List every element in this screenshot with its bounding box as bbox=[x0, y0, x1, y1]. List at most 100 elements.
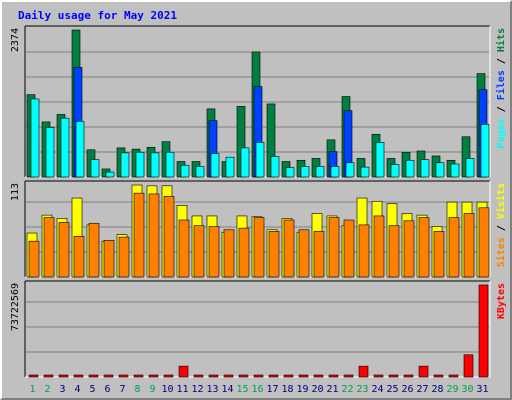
bar-pages-day-8 bbox=[135, 151, 145, 178]
bar-kbytes-day-15 bbox=[238, 374, 249, 378]
bar-kbytes-day-18 bbox=[283, 374, 294, 378]
bar-sites-day-8 bbox=[133, 192, 145, 278]
x-tick-label: 8 bbox=[134, 384, 140, 395]
legend-label: / bbox=[496, 52, 507, 70]
legend-bottom: KBytes bbox=[496, 283, 507, 319]
legend-label: / bbox=[496, 219, 507, 237]
bar-kbytes-day-22 bbox=[343, 374, 354, 378]
bar-sites-day-26 bbox=[403, 220, 415, 278]
y-axis-max-label: 113 bbox=[10, 183, 21, 201]
bar-kbytes-day-8 bbox=[133, 374, 144, 378]
bar-pages-day-14 bbox=[225, 156, 235, 178]
legend-label: KBytes bbox=[496, 283, 507, 319]
bar-sites-day-16 bbox=[253, 217, 265, 278]
x-tick-label: 29 bbox=[446, 384, 458, 395]
x-tick-label: 18 bbox=[281, 384, 293, 395]
legend-middle: Sites / Visits bbox=[495, 183, 507, 267]
x-tick-label: 24 bbox=[371, 384, 383, 395]
x-tick-label: 1 bbox=[29, 384, 35, 395]
legend-label: Pages bbox=[496, 118, 507, 148]
x-tick-label: 28 bbox=[431, 384, 443, 395]
x-tick-label: 15 bbox=[236, 384, 248, 395]
bar-kbytes-day-31 bbox=[478, 284, 489, 378]
chart-title: Daily usage for May 2021 bbox=[18, 9, 177, 22]
bar-pages-day-5 bbox=[90, 159, 100, 178]
bar-kbytes-day-10 bbox=[163, 374, 174, 378]
x-tick-label: 2 bbox=[44, 384, 50, 395]
bar-pages-day-15 bbox=[240, 147, 250, 178]
legend-top: Pages / Files / Hits bbox=[495, 28, 507, 148]
bar-kbytes-day-14 bbox=[223, 374, 234, 378]
bar-sites-day-1 bbox=[28, 240, 40, 278]
legend-label: Visits bbox=[495, 183, 507, 219]
x-tick-label: 23 bbox=[356, 384, 368, 395]
bar-kbytes-day-24 bbox=[373, 374, 384, 378]
bar-sites-day-17 bbox=[268, 231, 280, 278]
x-tick-label: 17 bbox=[266, 384, 278, 395]
bar-sites-day-6 bbox=[103, 240, 115, 278]
bar-pages-day-9 bbox=[150, 152, 160, 178]
y-axis-max-label: 2374 bbox=[10, 28, 21, 52]
bar-kbytes-day-13 bbox=[208, 374, 219, 378]
x-tick-label: 30 bbox=[461, 384, 473, 395]
bar-pages-day-22 bbox=[345, 162, 355, 178]
bar-pages-day-29 bbox=[450, 163, 460, 178]
bar-kbytes-day-3 bbox=[58, 374, 69, 378]
bar-kbytes-day-6 bbox=[103, 374, 114, 378]
x-tick-label: 16 bbox=[251, 384, 263, 395]
bar-pages-day-2 bbox=[45, 127, 55, 178]
bar-kbytes-day-28 bbox=[433, 374, 444, 378]
x-tick-label: 11 bbox=[176, 384, 188, 395]
x-tick-label: 20 bbox=[311, 384, 323, 395]
bar-kbytes-day-19 bbox=[298, 374, 309, 378]
bar-kbytes-day-2 bbox=[43, 374, 54, 378]
bar-kbytes-day-12 bbox=[193, 374, 204, 378]
bar-pages-day-19 bbox=[300, 166, 310, 178]
legend-label: Hits bbox=[495, 28, 507, 52]
bar-sites-day-28 bbox=[433, 231, 445, 278]
legend-label: Files bbox=[495, 70, 507, 100]
bar-sites-day-20 bbox=[313, 231, 325, 278]
bar-sites-day-13 bbox=[208, 226, 220, 278]
bar-sites-day-30 bbox=[463, 213, 475, 278]
legend-label: / bbox=[496, 100, 507, 118]
bar-kbytes-day-7 bbox=[118, 374, 129, 378]
x-tick-label: 5 bbox=[89, 384, 95, 395]
bar-pages-day-11 bbox=[180, 164, 190, 178]
x-tick-label: 4 bbox=[74, 384, 80, 395]
bar-kbytes-day-21 bbox=[328, 374, 339, 378]
bar-sites-day-19 bbox=[298, 229, 310, 278]
x-tick-label: 26 bbox=[401, 384, 413, 395]
bar-kbytes-day-16 bbox=[253, 374, 264, 378]
x-tick-label: 7 bbox=[119, 384, 125, 395]
bar-pages-day-12 bbox=[195, 166, 205, 178]
bar-pages-day-26 bbox=[405, 159, 415, 178]
x-tick-label: 22 bbox=[341, 384, 353, 395]
x-tick-label: 21 bbox=[326, 384, 338, 395]
bar-pages-day-17 bbox=[270, 156, 280, 178]
bar-kbytes-day-29 bbox=[448, 374, 459, 378]
bar-kbytes-day-26 bbox=[403, 374, 414, 378]
x-tick-label: 19 bbox=[296, 384, 308, 395]
bar-sites-day-15 bbox=[238, 227, 250, 278]
bar-sites-day-25 bbox=[388, 225, 400, 278]
x-tick-label: 31 bbox=[476, 384, 488, 395]
y-axis-max-label: 73722569 bbox=[10, 283, 21, 331]
bar-pages-day-10 bbox=[165, 151, 175, 178]
x-tick-label: 9 bbox=[149, 384, 155, 395]
bar-sites-day-10 bbox=[163, 196, 175, 278]
bar-pages-day-21 bbox=[330, 166, 340, 178]
legend-label: Sites bbox=[495, 237, 507, 267]
bar-pages-day-27 bbox=[420, 159, 430, 178]
bar-sites-day-18 bbox=[283, 219, 295, 278]
bar-pages-day-25 bbox=[390, 164, 400, 178]
bar-sites-day-24 bbox=[373, 215, 385, 278]
bar-sites-day-9 bbox=[148, 193, 160, 278]
bar-kbytes-day-17 bbox=[268, 374, 279, 378]
bar-pages-day-1 bbox=[30, 98, 40, 178]
bar-sites-day-23 bbox=[358, 224, 370, 278]
bar-sites-day-22 bbox=[343, 219, 355, 278]
bar-pages-day-20 bbox=[315, 166, 325, 178]
bar-pages-day-4 bbox=[75, 120, 85, 178]
